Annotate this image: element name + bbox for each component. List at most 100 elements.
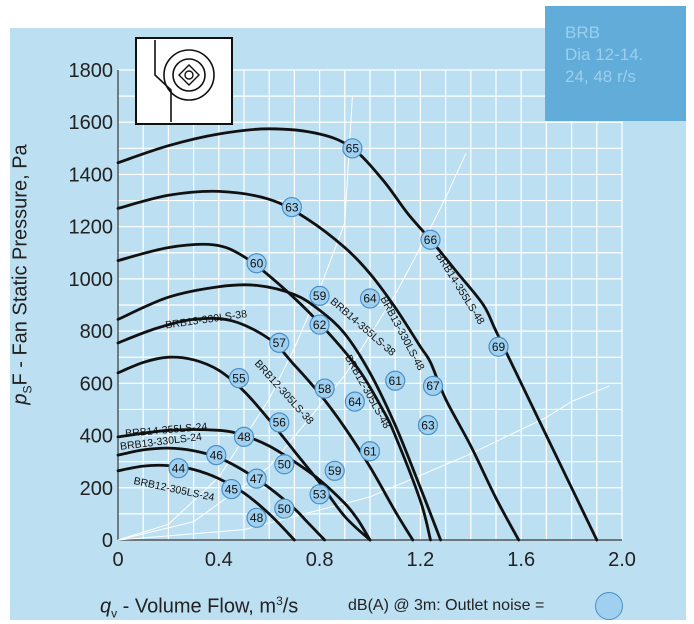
y-tick-label: 1400 [69,164,114,186]
x-tick-label: 1.2 [406,549,434,571]
noise-marker-label: 47 [250,472,264,486]
noise-marker: 53 [309,484,330,505]
noise-marker-label: 63 [285,200,299,214]
product-tag-line-2: Dia 12-14. [565,45,644,64]
fan-diagram-icon [135,37,233,125]
noise-marker: 50 [274,498,295,519]
noise-markers: 65 66 69 63 64 67 63 60 61 61 59 58 62 57 64 55 56 48 50 59… [168,138,509,528]
noise-marker: 64 [359,288,381,309]
product-tag: BRB Dia 12-14. 24, 48 r/s [545,6,686,121]
noise-legend-text: dB(A) @ 3m: Outlet noise = [348,597,545,614]
fan-curve [116,463,296,542]
noise-marker-label: 56 [273,416,287,430]
noise-marker: 63 [281,196,302,218]
system-curve [117,385,610,541]
noise-marker-circle [359,441,381,462]
noise-marker: 60 [246,253,267,274]
noise-marker-circle [420,229,441,250]
noise-marker-label: 44 [172,461,186,475]
noise-marker-circle [206,445,227,466]
noise-marker-label: 48 [237,430,251,444]
noise-marker-label: 60 [250,256,264,270]
y-tick-label: 0 [102,530,113,552]
noise-marker-label: 62 [313,318,327,332]
noise-marker: 66 [420,229,441,250]
noise-marker-circle [314,378,335,399]
y-tick-label: 800 [80,321,113,343]
noise-marker: 62 [309,314,330,335]
grid [117,69,623,541]
noise-marker-circle [246,507,267,528]
y-tick-label: 400 [80,426,113,448]
noise-marker: 59 [324,460,345,481]
noise-marker-circle [274,454,295,475]
noise-marker-label: 55 [232,371,246,385]
noise-marker: 48 [233,426,255,447]
noise-marker-label: 61 [389,374,403,388]
noise-marker-label: 57 [273,336,287,350]
noise-marker: 64 [344,391,365,412]
noise-marker-circle [309,314,330,335]
noise-marker-label: 59 [313,289,327,303]
noise-marker: 65 [342,138,363,159]
noise-marker-label: 53 [313,488,327,502]
noise-marker: 57 [269,332,290,353]
noise-marker-circle [309,285,330,306]
x-tick-label: 0.4 [205,549,233,571]
noise-marker: 48 [246,507,267,528]
noise-marker: 59 [309,285,330,306]
x-tick-label: 2.0 [608,549,636,571]
noise-marker-circle [221,478,242,500]
noise-marker-label: 48 [250,511,264,525]
noise-marker-circle [385,370,406,391]
x-tick-label: 1.6 [507,549,535,571]
noise-marker-circle [324,460,345,481]
y-tick-label: 600 [80,373,113,395]
system-curves [117,96,610,541]
noise-marker: 56 [269,412,290,433]
product-tag-line-3: 24, 48 r/s [565,67,636,86]
noise-marker-label: 64 [348,395,362,409]
noise-marker-circle [344,391,365,412]
noise-marker-label: 50 [278,457,292,471]
noise-marker: 47 [246,468,267,489]
noise-marker-circle [422,375,444,397]
noise-marker-circle [359,288,381,309]
noise-marker: 45 [221,478,242,500]
noise-marker-circle [246,253,267,274]
noise-marker: 46 [206,445,227,466]
noise-marker: 50 [274,454,295,475]
noise-marker: 55 [228,368,250,389]
noise-marker: 67 [422,375,444,397]
y-tick-label: 1600 [69,112,114,134]
noise-marker-label: 63 [421,418,435,432]
y-axis-label: pSF - Fan Static Pressure, Pa [9,144,35,405]
noise-marker-label: 61 [363,444,377,458]
noise-marker-circle [228,368,250,389]
x-tick-label: 0 [112,549,123,571]
noise-marker-circle [274,498,295,519]
noise-marker: 58 [314,378,335,399]
product-tag-line-1: BRB [565,23,600,42]
noise-marker-label: 69 [492,340,506,354]
fan-curve [116,316,415,542]
y-tick-label: 1800 [69,60,114,82]
noise-marker-circle [488,336,509,357]
fan-curve [116,446,326,542]
noise-marker: 61 [385,370,406,391]
noise-marker-circle [417,415,439,436]
noise-marker-label: 66 [424,233,438,247]
fan-curve [116,283,442,542]
system-curve [117,153,467,541]
noise-marker-circle [281,196,302,218]
noise-marker-circle [168,458,189,479]
fan-curve [116,428,372,542]
noise-marker-label: 67 [426,379,440,393]
noise-marker-circle [269,332,290,353]
noise-marker-label: 59 [328,464,342,478]
noise-marker: 61 [359,441,381,462]
noise-marker-label: 46 [210,448,224,462]
noise-marker: 69 [488,336,509,357]
